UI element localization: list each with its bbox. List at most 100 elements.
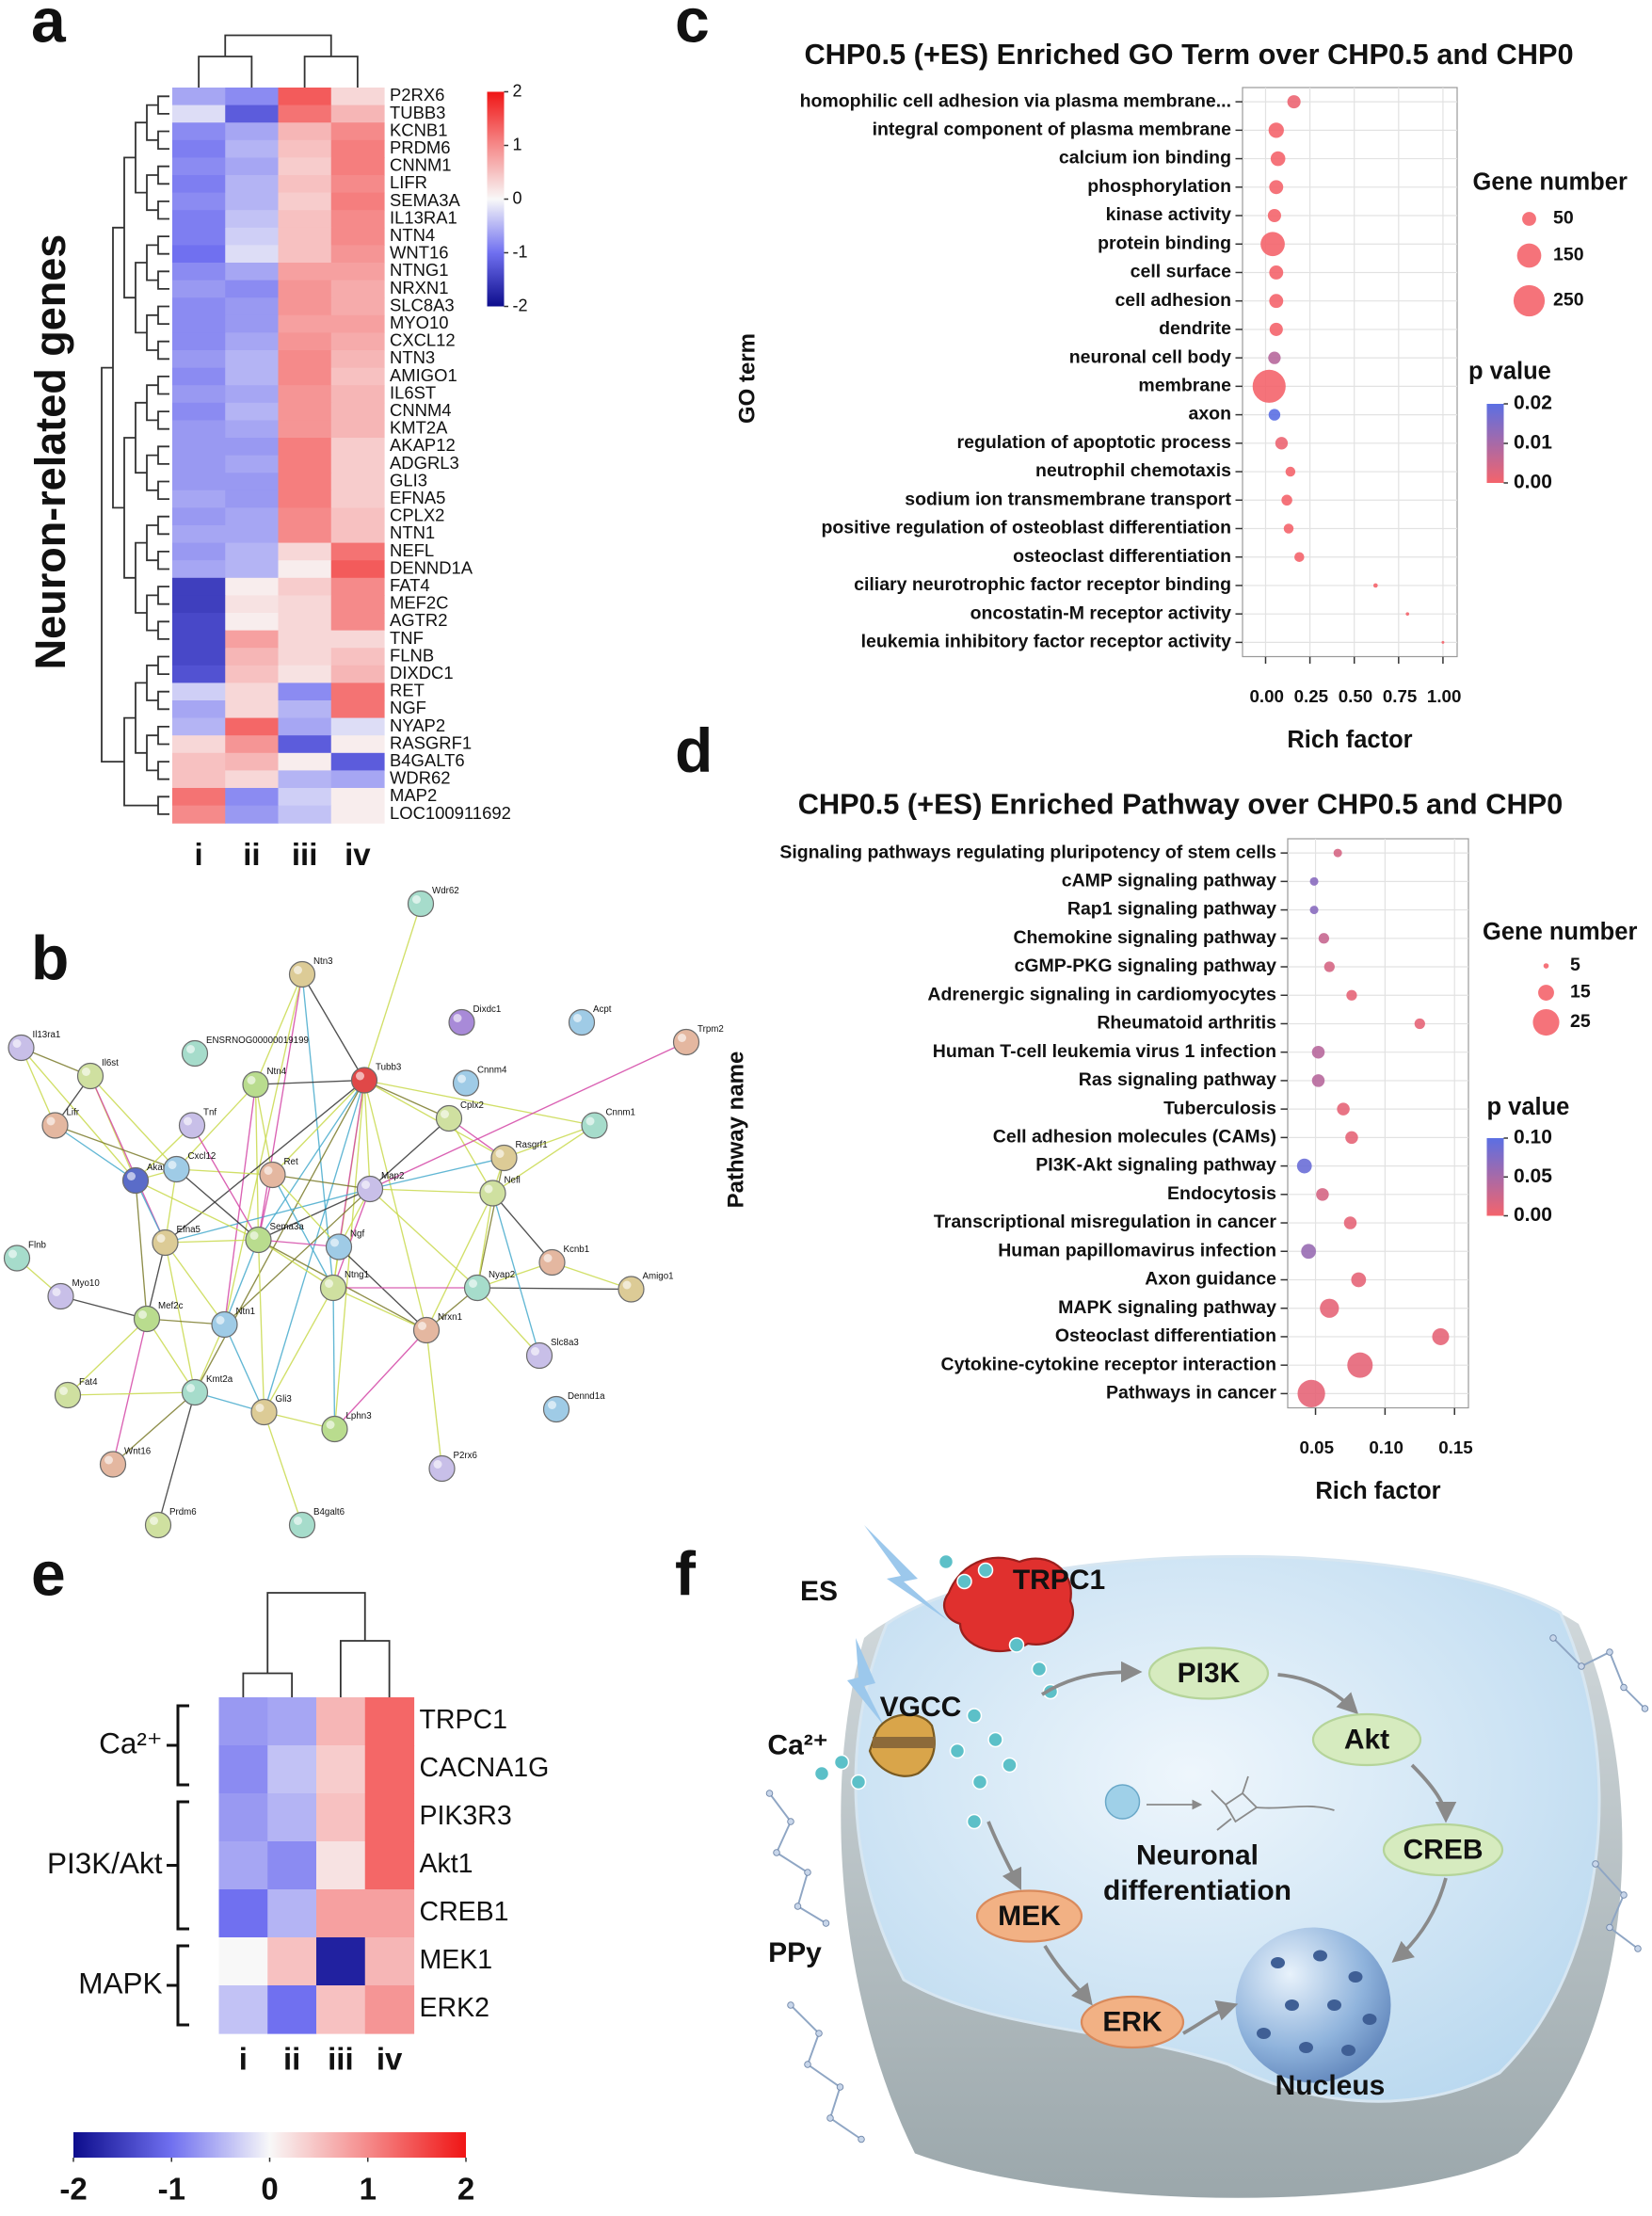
network-node (54, 1381, 82, 1409)
dendrogram (157, 690, 169, 711)
heatmap-cell (172, 560, 226, 579)
dendrogram (157, 305, 169, 326)
heatmap-cell (278, 88, 332, 106)
heatmap-cell (278, 560, 332, 579)
network-node (479, 1180, 506, 1207)
pathway-arrow (986, 1821, 1022, 1891)
dot (1337, 1102, 1350, 1116)
node-highlight (678, 1034, 686, 1043)
heatmap-cell (330, 280, 385, 298)
x-tick-label: 0.10 (1369, 1437, 1403, 1457)
network-node (412, 1316, 441, 1344)
group-label: MAPK (78, 1966, 162, 1999)
node-label: Flnb (28, 1241, 47, 1251)
node-highlight (184, 1116, 192, 1126)
network-edge (55, 1124, 177, 1170)
heatmap-cell (278, 507, 332, 526)
node-highlight (325, 1279, 333, 1289)
heatmap-cell (225, 560, 280, 579)
column-label: ii (283, 2042, 300, 2077)
row-label: CACNA1G (420, 1753, 550, 1783)
pathway-node-label: ERK (1102, 2006, 1163, 2037)
ppy-atom (815, 2030, 823, 2037)
heatmap-cell (316, 1697, 366, 1746)
heatmap-cell (364, 1889, 415, 1938)
nuclear-pore (1362, 2014, 1377, 2026)
category-label: Human papillomavirus infection (998, 1240, 1276, 1261)
node-label: Kmt2a (206, 1374, 233, 1385)
row-label: NTN1 (390, 522, 435, 542)
calcium-ion (813, 1765, 830, 1782)
row-label: IL13RA1 (390, 207, 457, 227)
node-highlight (294, 966, 302, 975)
dendrogram (135, 262, 147, 334)
dot (1311, 1045, 1325, 1059)
heatmap-cell (330, 245, 385, 264)
heatmap-cell (278, 245, 332, 264)
heatmap-cell (278, 455, 332, 474)
network-node (350, 1067, 378, 1094)
dendrogram (157, 130, 169, 151)
heatmap-cell (172, 507, 226, 526)
network-edge (363, 903, 422, 1081)
nuclear-pore (1313, 1950, 1327, 1962)
heatmap-cell (364, 1841, 415, 1890)
colorbar-tick-label: -2 (513, 296, 528, 314)
network-edge (363, 1079, 595, 1127)
heatmap-cell (330, 367, 385, 386)
category-label: Transcriptional misregulation in cancer (934, 1212, 1277, 1232)
ppy-atom (826, 2114, 834, 2122)
row-label: NRXN1 (390, 278, 449, 297)
nuclear-pore (1285, 1999, 1299, 2012)
heatmap-cell (218, 1697, 268, 1746)
heatmap-cell (172, 314, 226, 334)
heatmap-cell (330, 350, 385, 369)
row-label: TNF (390, 628, 424, 648)
row-label: P2RX6 (390, 85, 444, 104)
vgcc-band (873, 1737, 935, 1749)
heatmap-cell (172, 682, 226, 701)
node-label: Rasgrf1 (516, 1140, 548, 1150)
heatmap-cell (225, 700, 280, 719)
dendrogram (157, 480, 169, 501)
dendrogram (135, 682, 147, 754)
dot (1268, 409, 1281, 421)
diagram-label: Nucleus (1275, 2070, 1386, 2101)
network-node (8, 1034, 35, 1062)
category-label: Ras signaling pathway (1079, 1069, 1276, 1090)
network-edge (332, 1287, 336, 1430)
nuclear-pore (1271, 1957, 1285, 1969)
pathway-node (975, 1889, 1083, 1943)
dendrogram (157, 235, 169, 255)
dendrogram (157, 551, 169, 570)
heatmap-cell (330, 263, 385, 281)
node-highlight (249, 1231, 259, 1241)
node-label: Ret (284, 1157, 298, 1167)
ppy-atom (787, 1818, 794, 1825)
heatmap-cell (278, 595, 332, 614)
heatmap-cell (172, 350, 226, 369)
heatmap-cell (278, 332, 332, 351)
node-label: Nyap2 (489, 1270, 515, 1280)
pathway-node-label: MEK (998, 1901, 1061, 1932)
row-label: LOC100911692 (390, 803, 511, 823)
heatmap-cell (218, 1889, 268, 1938)
heatmap-cell (330, 682, 385, 701)
calcium-ion (1002, 1757, 1018, 1774)
heatmap-cell (330, 402, 385, 422)
ppy-atom (1606, 1923, 1613, 1932)
row-label: NYAP2 (390, 715, 445, 735)
row-label: ERK2 (420, 1993, 489, 2023)
network-node (152, 1228, 179, 1257)
heatmap-cell (225, 613, 280, 632)
network-node (356, 1175, 384, 1203)
heatmap-cell (172, 402, 226, 422)
network-edge (60, 1295, 148, 1320)
heatmap-cell (278, 350, 332, 369)
network-node (181, 1039, 209, 1068)
network-node (325, 1233, 353, 1261)
dot (1269, 265, 1284, 280)
dot (1372, 583, 1378, 588)
network-node (133, 1305, 161, 1333)
heatmap-cell (225, 473, 280, 491)
